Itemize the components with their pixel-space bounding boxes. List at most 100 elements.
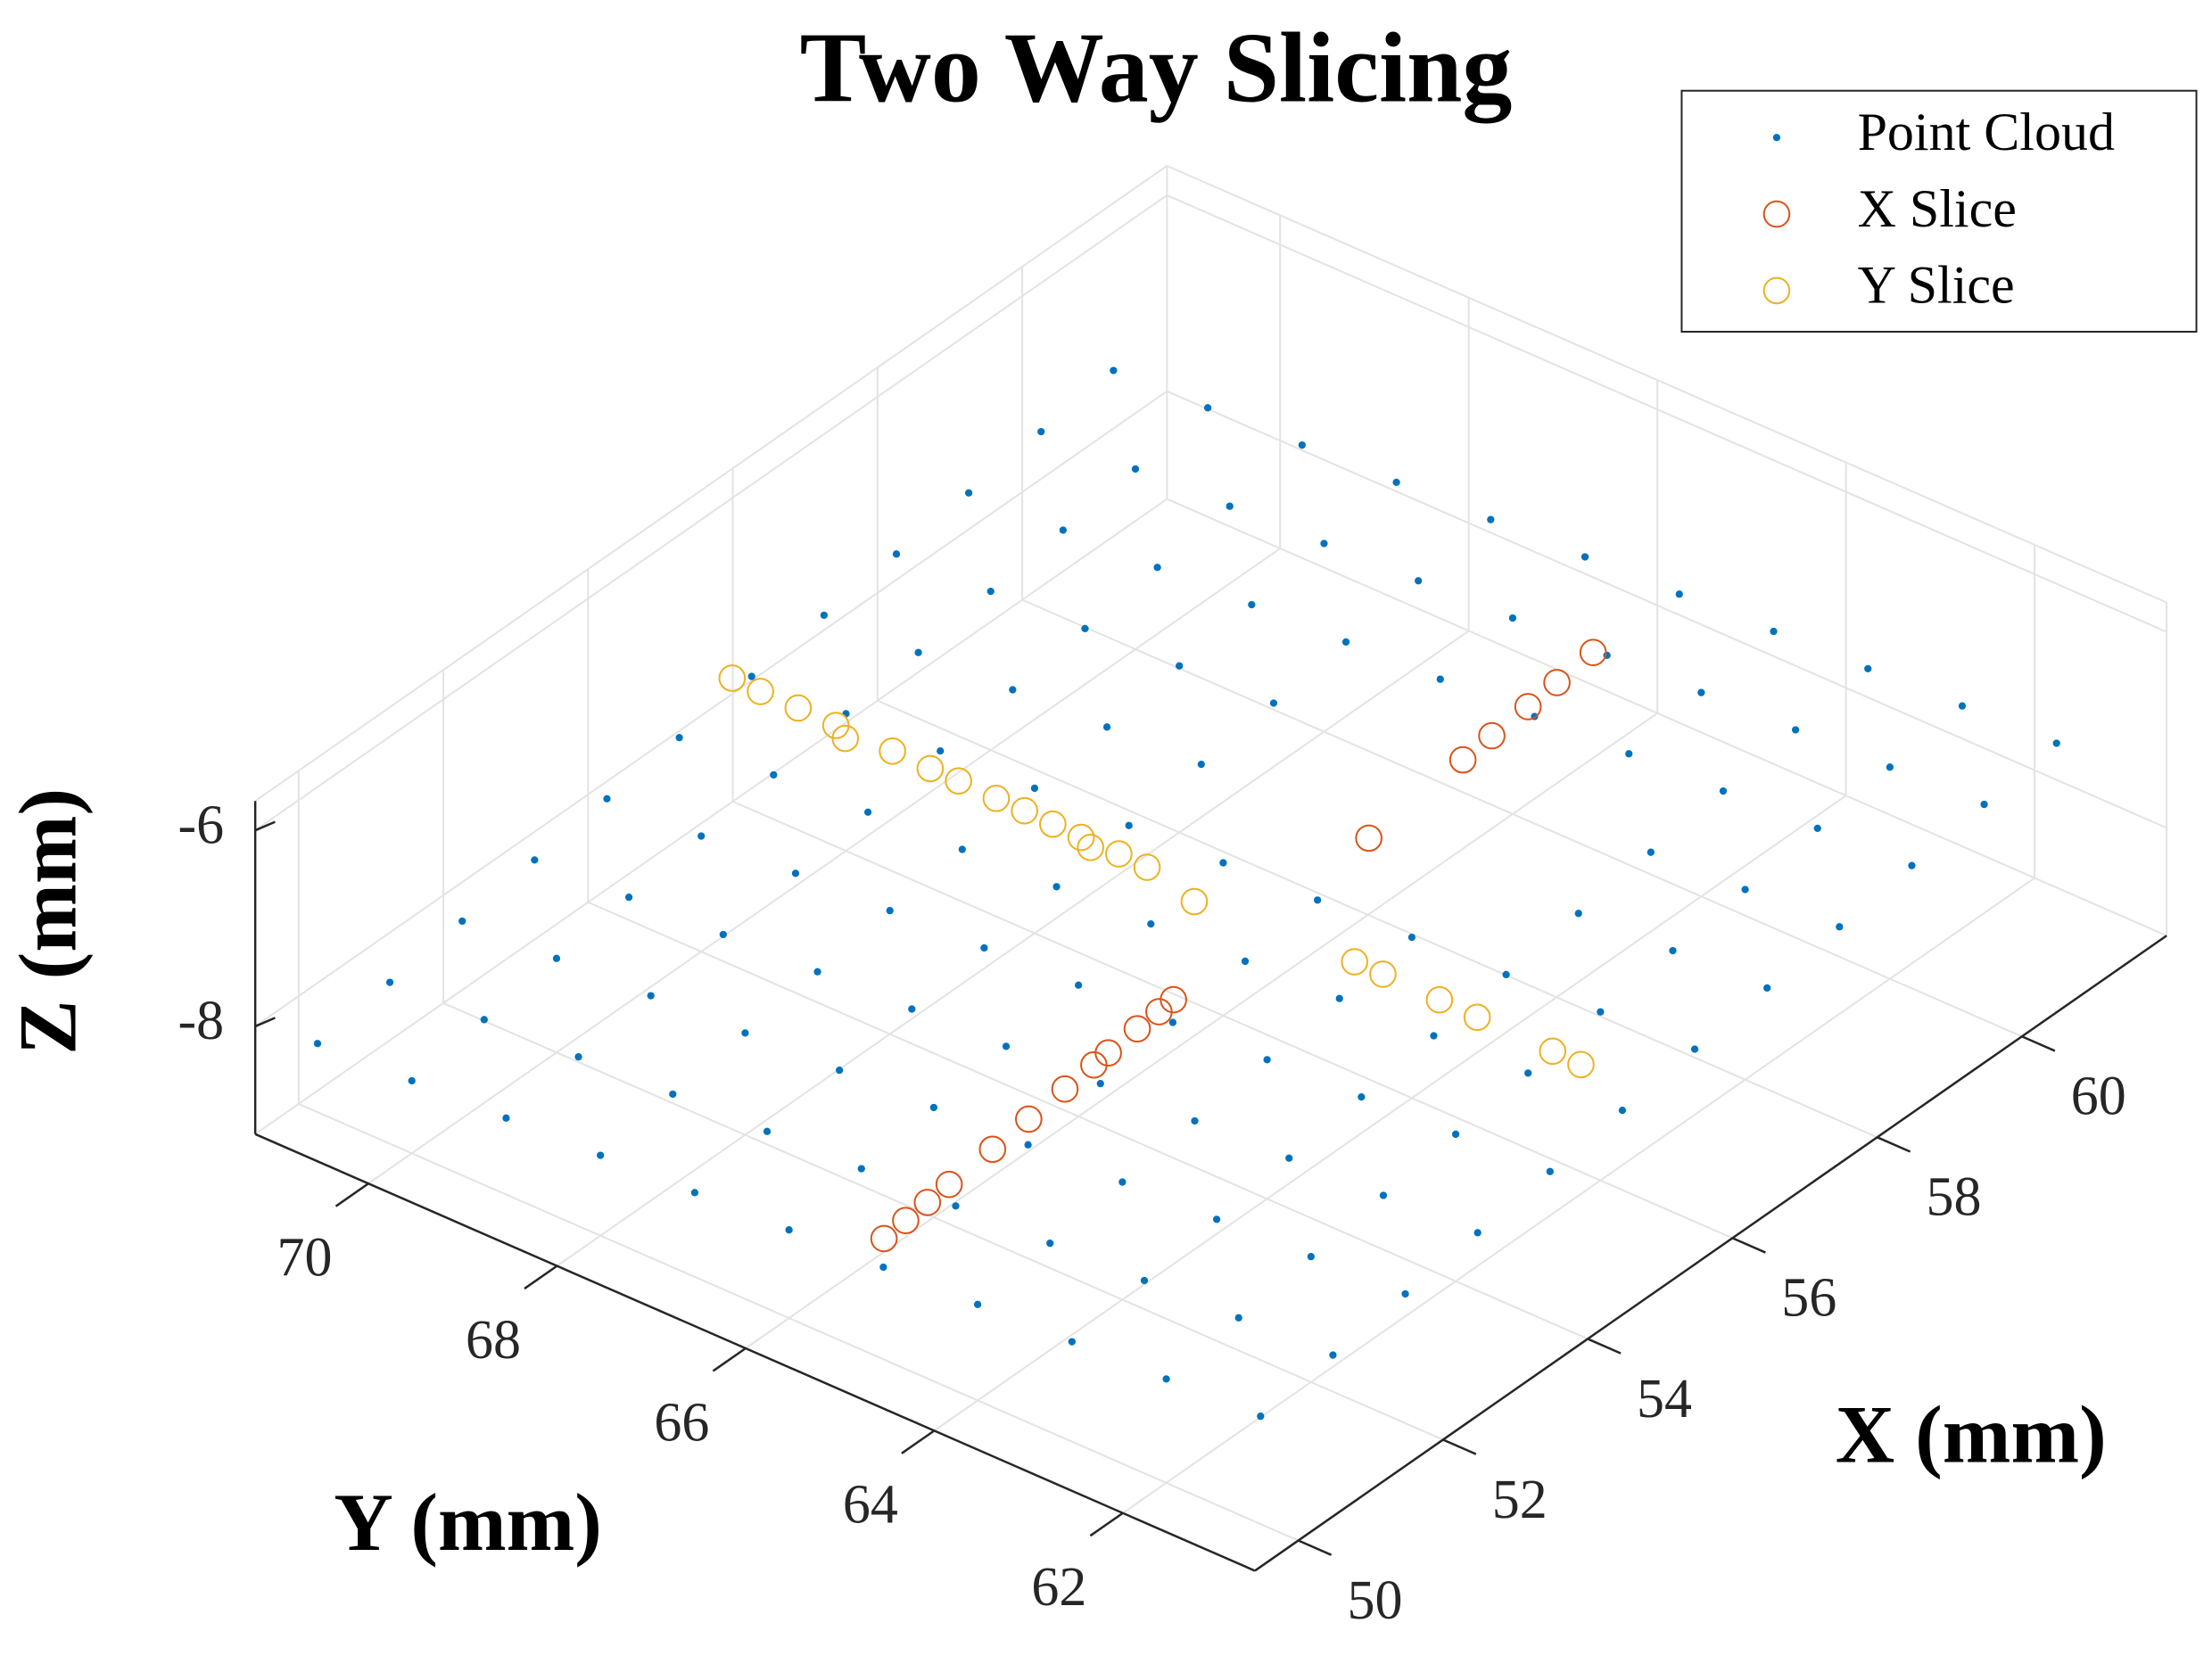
slice-point [1355, 824, 1382, 853]
cloud-point [1269, 699, 1278, 707]
cloud-point [1574, 910, 1582, 918]
cloud-point [1147, 920, 1155, 928]
slice-point [945, 767, 972, 795]
cloud-point [879, 1263, 887, 1272]
cloud-point [1081, 624, 1089, 633]
cloud-point [1451, 1130, 1460, 1139]
cloud-point [1358, 1093, 1366, 1101]
slice-point [1425, 985, 1454, 1014]
cloud-point [785, 1226, 793, 1234]
cloud-point [1341, 638, 1350, 647]
cloud-point [863, 808, 872, 816]
cloud-point [697, 832, 706, 840]
grid-line [254, 390, 1168, 1027]
cloud-point [1886, 763, 1894, 771]
grid-line [933, 795, 1847, 1432]
x-tick-label: 56 [1781, 1268, 1836, 1329]
legend-marker [1762, 200, 1791, 228]
cloud-point [1075, 981, 1083, 989]
slice-point [1463, 1003, 1491, 1032]
cloud-point [1168, 1018, 1177, 1026]
cloud-point [1002, 1042, 1011, 1050]
cloud-point [958, 845, 966, 853]
x-tick [1731, 1237, 1766, 1254]
cloud-point [770, 770, 778, 779]
cloud-point [1314, 896, 1322, 904]
cloud-point [1763, 984, 1771, 993]
cloud-point [813, 968, 821, 976]
cloud-point [1392, 478, 1400, 487]
cloud-point [1430, 1032, 1438, 1040]
cloud-point [1024, 1141, 1032, 1149]
y-tick [334, 1182, 369, 1207]
cloud-point [914, 648, 922, 656]
slice-point [879, 737, 906, 765]
cloud-point [1581, 553, 1589, 561]
cloud-point [937, 746, 945, 755]
cloud-point [1647, 848, 1655, 856]
cloud-point [1618, 1106, 1627, 1115]
slice-point [1514, 693, 1542, 721]
cloud-point [1212, 1215, 1221, 1223]
grid-line [732, 800, 1733, 1240]
cloud-point [1102, 723, 1111, 731]
cloud-point [1770, 627, 1778, 636]
slice-point [1094, 1039, 1122, 1067]
cloud-point [313, 1040, 322, 1048]
cloud-point [1813, 824, 1821, 833]
slice-point [1067, 823, 1095, 852]
slice-point [916, 754, 945, 783]
cloud-point [1191, 1116, 1199, 1125]
y-tick [901, 1429, 936, 1454]
cloud-point [502, 1114, 510, 1122]
cloud-point [1234, 1314, 1242, 1322]
cloud-point [1415, 577, 1423, 585]
cloud-point [1068, 1338, 1076, 1346]
cloud-point [1741, 886, 1749, 894]
cloud-point [741, 1029, 749, 1037]
legend-label: Point Cloud [1858, 103, 2115, 161]
cloud-point [1263, 1056, 1271, 1064]
cloud-point [1285, 1154, 1293, 1162]
cloud-point [1675, 590, 1683, 598]
grid-line [587, 901, 1589, 1340]
cloud-point [1125, 821, 1133, 829]
y-tick-label: 70 [276, 1227, 332, 1288]
cloud-point [1335, 994, 1343, 1002]
cloud-point [763, 1127, 772, 1135]
cloud-point [1046, 1240, 1054, 1248]
slice-point [1105, 840, 1133, 868]
cloud-point [1176, 662, 1184, 670]
cloud-point [929, 1103, 938, 1112]
slice-point [1567, 1050, 1595, 1079]
box-edge [1166, 498, 2167, 937]
cloud-point [747, 672, 755, 680]
cloud-point [1690, 1045, 1699, 1053]
slice-point [1160, 985, 1187, 1014]
legend-marker [1762, 276, 1791, 305]
y-axis-label: Y (mm) [334, 1477, 602, 1568]
cloud-point [1059, 526, 1067, 534]
cloud-point [1407, 933, 1416, 942]
cloud-point [1836, 923, 1844, 931]
cloud-point [1625, 750, 1633, 758]
slice-point [1341, 948, 1369, 976]
slice-point [1011, 796, 1038, 825]
grid-line [1166, 390, 2167, 829]
cloud-point [1052, 883, 1061, 891]
cloud-point [1320, 540, 1328, 548]
cloud-point [458, 917, 466, 926]
cloud-point [964, 489, 973, 497]
y-tick-label: 68 [466, 1310, 521, 1371]
slice-point [913, 1189, 942, 1216]
cloud-point [973, 1300, 982, 1308]
cloud-point [892, 550, 901, 558]
slice-point [1123, 1015, 1151, 1043]
x-tick [1877, 1136, 1911, 1153]
cloud-point [1436, 675, 1444, 683]
slice-point [1039, 810, 1067, 838]
cloud-point [1197, 760, 1205, 769]
cloud-point [1248, 600, 1256, 609]
